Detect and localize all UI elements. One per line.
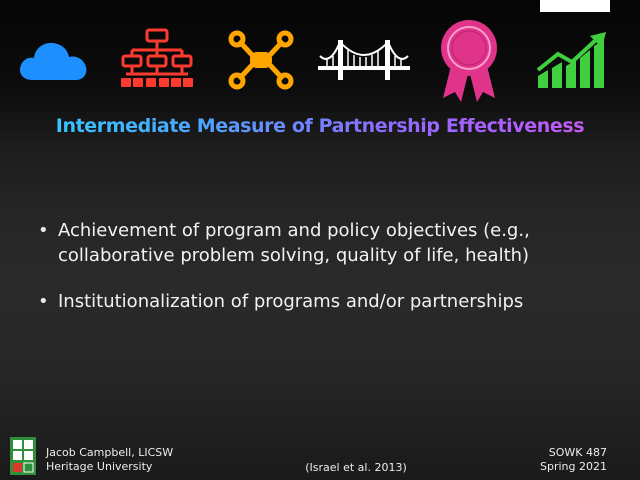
cloud-icon bbox=[20, 42, 87, 80]
footer-author: Jacob Campbell, LICSW bbox=[46, 446, 174, 459]
header-icon-row bbox=[0, 18, 640, 102]
bullet-list: Achievement of program and policy object… bbox=[38, 218, 618, 335]
network-icon bbox=[228, 30, 294, 90]
footer-author-block: Jacob Campbell, LICSW Heritage Universit… bbox=[46, 446, 173, 474]
footer-term: Spring 2021 bbox=[540, 460, 607, 473]
footer-course-block: SOWK 487 Spring 2021 bbox=[540, 446, 607, 474]
footer-course: SOWK 487 bbox=[548, 446, 607, 459]
bridge-icon bbox=[318, 40, 410, 80]
heritage-university-logo bbox=[10, 437, 36, 475]
footer-citation: (Israel et al. 2013) bbox=[305, 461, 407, 474]
growth-chart-icon bbox=[536, 32, 606, 88]
bullet-item: Achievement of program and policy object… bbox=[38, 218, 618, 268]
bullet-item: Institutionalization of programs and/or … bbox=[38, 289, 618, 314]
org-chart-icon bbox=[121, 28, 193, 87]
footer-institution: Heritage University bbox=[46, 460, 153, 473]
top-white-bar bbox=[540, 0, 610, 12]
award-ribbon-icon bbox=[441, 20, 497, 102]
slide-title: Intermediate Measure of Partnership Effe… bbox=[0, 115, 640, 137]
